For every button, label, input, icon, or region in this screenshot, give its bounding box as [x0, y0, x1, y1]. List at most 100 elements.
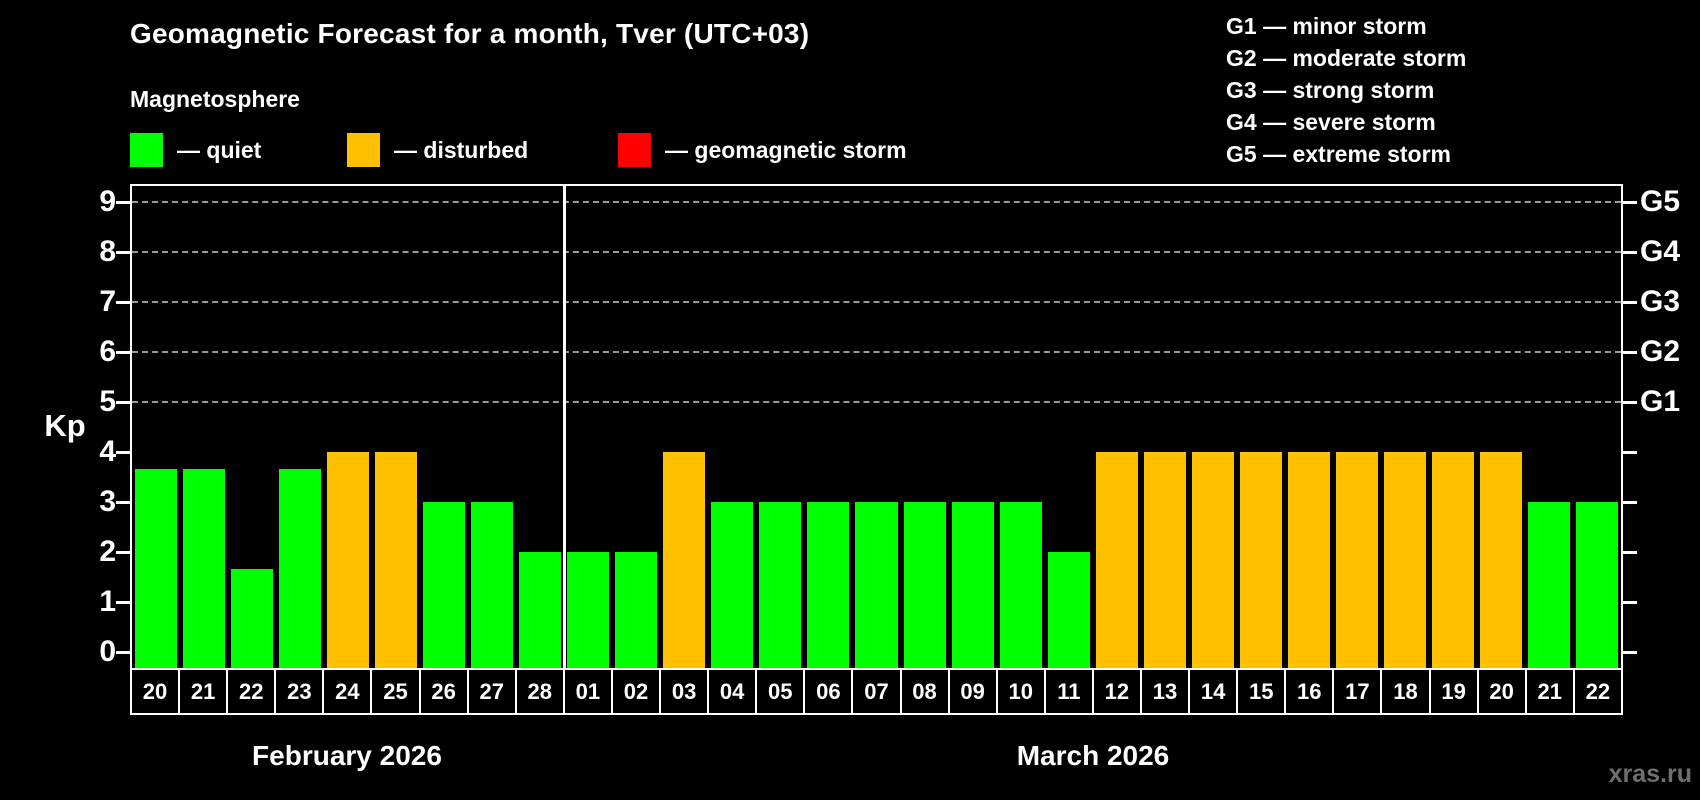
day-cell: 26: [421, 670, 469, 713]
left-axis-tick: [116, 601, 130, 604]
day-cell: 04: [709, 670, 758, 713]
kp-bar: [1095, 452, 1138, 668]
kp-bar: [1047, 552, 1090, 668]
gridline-kp8: [132, 251, 1621, 253]
day-cell: 17: [1334, 670, 1383, 713]
kp-bar: [423, 502, 466, 668]
day-label-row: 20 21 22 23 24 25 26 27 28 01 02 03 04 05 06 07 08 09 10 11…: [130, 668, 1623, 715]
kp-bar: [1287, 452, 1330, 668]
kp-bar: [951, 502, 994, 668]
g-scale-tick-label: G2: [1640, 335, 1681, 368]
right-axis-tick: [1623, 651, 1637, 654]
kp-bar: [231, 568, 274, 668]
gridline-kp7: [132, 301, 1621, 303]
day-cell: 18: [1382, 670, 1431, 713]
legend-item-storm: — geomagnetic storm: [618, 131, 907, 169]
day-cell: 01: [565, 670, 613, 713]
kp-bar: [807, 502, 850, 668]
left-axis-tick: [116, 501, 130, 504]
month-label-march: March 2026: [1016, 740, 1170, 771]
right-axis-tick: [1623, 501, 1637, 504]
day-cell: 20: [132, 670, 181, 713]
y-axis-tick-label: 3: [99, 485, 116, 518]
gridline-kp5: [132, 401, 1621, 403]
day-cell: 22: [228, 670, 277, 713]
day-cell: 12: [1094, 670, 1142, 713]
magnetosphere-label: Magnetosphere: [130, 86, 300, 112]
legend-item-label: — geomagnetic storm: [665, 136, 907, 163]
day-cell: 25: [372, 670, 421, 713]
gridline-kp6: [132, 351, 1621, 353]
day-cell: 08: [902, 670, 950, 713]
kp-bar: [1383, 452, 1426, 668]
day-cell: 09: [950, 670, 998, 713]
month-label-february: February 2026: [252, 740, 442, 771]
day-cell: 23: [276, 670, 325, 713]
kp-bar: [1239, 452, 1282, 668]
day-cell: 21: [1527, 670, 1575, 713]
left-axis-tick: [116, 251, 130, 254]
left-axis-tick: [116, 451, 130, 454]
day-cell: 05: [757, 670, 806, 713]
right-axis-tick: [1623, 201, 1637, 204]
g-scale-tick-label: G3: [1640, 285, 1681, 318]
g-legend-line: G4 — severe storm: [1226, 109, 1436, 135]
y-axis-tick-label: 2: [99, 535, 116, 568]
day-cell: 07: [853, 670, 902, 713]
y-axis-tick-label: 9: [99, 185, 116, 218]
day-cell: 20: [1479, 670, 1527, 713]
kp-bar: [1527, 502, 1570, 668]
day-cell: 28: [517, 670, 565, 713]
day-cell: 16: [1286, 670, 1335, 713]
y-axis-tick-label: 6: [99, 335, 116, 368]
legend-item-label: — disturbed: [394, 136, 529, 163]
kp-bar: [519, 552, 562, 668]
day-cell: 03: [661, 670, 710, 713]
g-scale-tick-label: G5: [1640, 185, 1681, 218]
quiet-color-swatch: [130, 133, 163, 167]
kp-bar: [1191, 452, 1234, 668]
kp-bar: [183, 468, 226, 668]
kp-bar: [903, 502, 946, 668]
left-axis-tick: [116, 301, 130, 304]
right-axis-tick: [1623, 401, 1637, 404]
legend-item-disturbed: — disturbed: [347, 131, 528, 169]
day-cell: 21: [180, 670, 229, 713]
day-cell: 19: [1431, 670, 1479, 713]
kp-bar: [471, 502, 514, 668]
right-axis-tick: [1623, 451, 1637, 454]
month-boundary-line: [563, 186, 567, 668]
kp-bar: [855, 502, 898, 668]
left-axis-tick: [116, 401, 130, 404]
day-cell: 14: [1190, 670, 1239, 713]
day-cell: 11: [1046, 670, 1094, 713]
gridline-kp9: [132, 201, 1621, 203]
kp-bar: [327, 452, 370, 668]
right-axis-tick: [1623, 251, 1637, 254]
right-axis-tick: [1623, 351, 1637, 354]
kp-bar: [615, 552, 658, 668]
chart-title: Geomagnetic Forecast for a month, Tver (…: [130, 18, 810, 49]
g-legend-line: G5 — extreme storm: [1226, 141, 1451, 167]
kp-bar: [279, 468, 322, 668]
day-cell: 06: [805, 670, 854, 713]
kp-bar: [1143, 452, 1186, 668]
g-scale-legend: G1 — minor storm G2 — moderate storm G3 …: [1226, 10, 1466, 170]
left-axis-tick: [116, 351, 130, 354]
kp-axis-label: Kp: [44, 408, 86, 443]
y-axis-tick-label: 7: [99, 285, 116, 318]
kp-bar: [999, 502, 1042, 668]
kp-bar: [375, 452, 418, 668]
kp-bar: [135, 468, 178, 668]
day-cell: 02: [613, 670, 662, 713]
right-axis-tick: [1623, 551, 1637, 554]
y-axis-tick-label: 0: [99, 635, 116, 668]
day-cell: 22: [1585, 678, 1611, 704]
right-axis-tick: [1623, 301, 1637, 304]
plot-area: [116, 184, 1637, 668]
g-scale-tick-label: G1: [1640, 385, 1681, 418]
right-axis-tick: [1623, 601, 1637, 604]
kp-bar: [1431, 452, 1474, 668]
day-cell: 15: [1238, 670, 1287, 713]
